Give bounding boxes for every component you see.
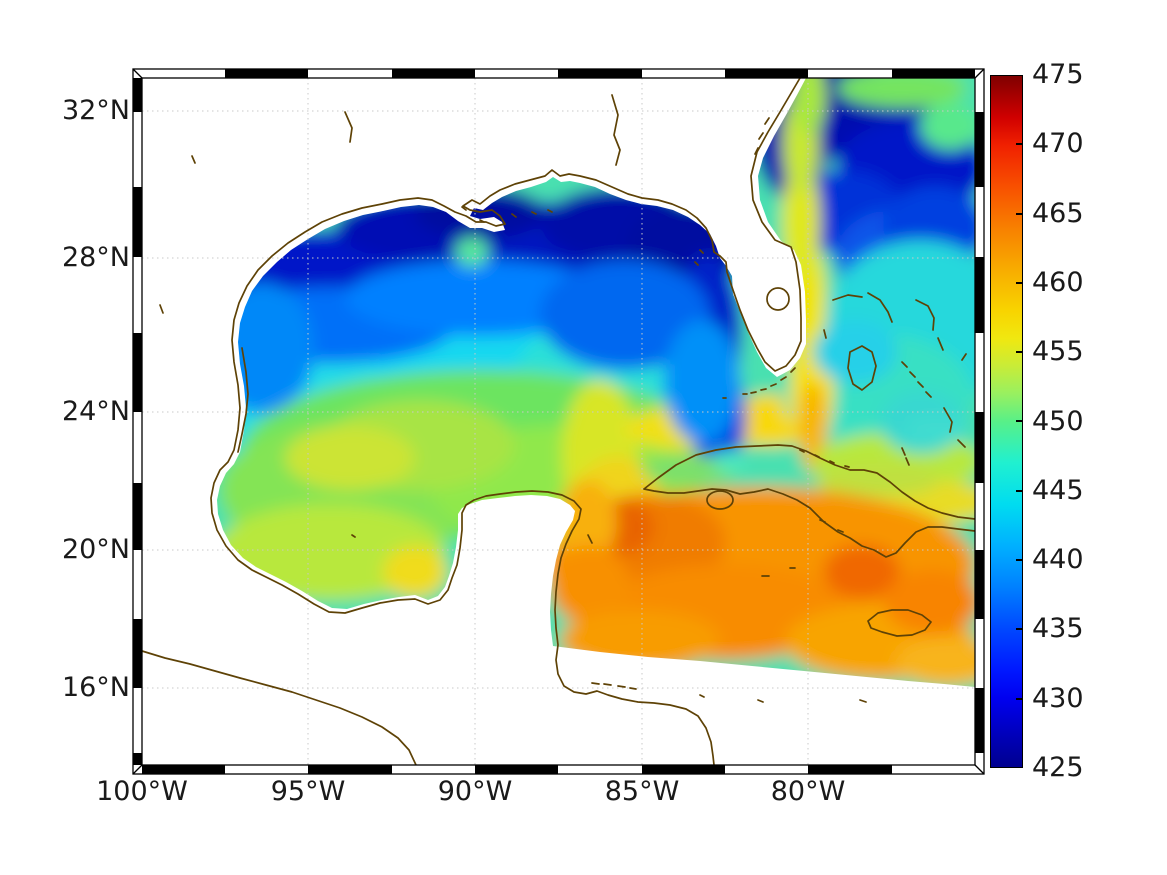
colorbar-tick: [1016, 213, 1023, 215]
colorbar-tick-label: 450: [1032, 406, 1084, 437]
colorbar-tick-label: 470: [1032, 128, 1084, 159]
isla-juventud: [706, 490, 734, 510]
colorbar-tick: [1016, 351, 1023, 353]
colorbar-tick-label: 460: [1032, 267, 1084, 298]
x-tick-label: 80°W: [770, 776, 846, 807]
colorbar-tick: [1016, 282, 1023, 284]
pacific-coast: [141, 650, 417, 766]
y-tick-label: 20°N: [61, 534, 130, 565]
lake-okeechobee: [766, 287, 790, 311]
y-tick-label: 24°N: [61, 396, 130, 427]
colorbar-tick: [1016, 420, 1023, 422]
colorbar-tick: [1016, 490, 1023, 492]
graticule: [142, 78, 975, 765]
y-tick-label: 28°N: [61, 242, 130, 273]
cozumel: [587, 534, 593, 544]
coastlines: [141, 77, 976, 766]
heatmap-field: [217, 78, 975, 687]
y-tick-label: 32°N: [61, 95, 130, 126]
mainland-coast: [210, 77, 802, 766]
x-tick-label: 85°W: [604, 776, 680, 807]
colorbar-tick: [1016, 559, 1023, 561]
florida-keys: [722, 367, 796, 399]
colorbar-tick: [1016, 698, 1023, 700]
texas-barrier: [237, 347, 249, 453]
colorbar-tick-label: 440: [1032, 544, 1084, 575]
colorbar-tick-label: 445: [1032, 475, 1084, 506]
x-tick-label: 90°W: [437, 776, 513, 807]
small-islets: [159, 94, 867, 703]
colorbar-tick-label: 455: [1032, 336, 1084, 367]
x-tick-label: 95°W: [270, 776, 346, 807]
cuba: [643, 444, 976, 558]
colorbar-tick: [1016, 628, 1023, 630]
x-tick-label: 100°W: [96, 776, 188, 807]
cuba-keys: [799, 449, 850, 533]
bahamas: [823, 292, 967, 466]
colorbar-tick-label: 425: [1032, 752, 1084, 783]
colorbar-tick-label: 475: [1032, 59, 1084, 90]
colorbar-tick-label: 435: [1032, 613, 1084, 644]
colorbar-tick-label: 465: [1032, 198, 1084, 229]
colorbar-tick: [1016, 143, 1023, 145]
zebra-frame: [132, 68, 985, 775]
jamaica: [867, 609, 932, 637]
y-tick-label: 16°N: [61, 672, 130, 703]
colorbar-tick-label: 430: [1032, 683, 1084, 714]
cayman-islands: [761, 567, 796, 577]
